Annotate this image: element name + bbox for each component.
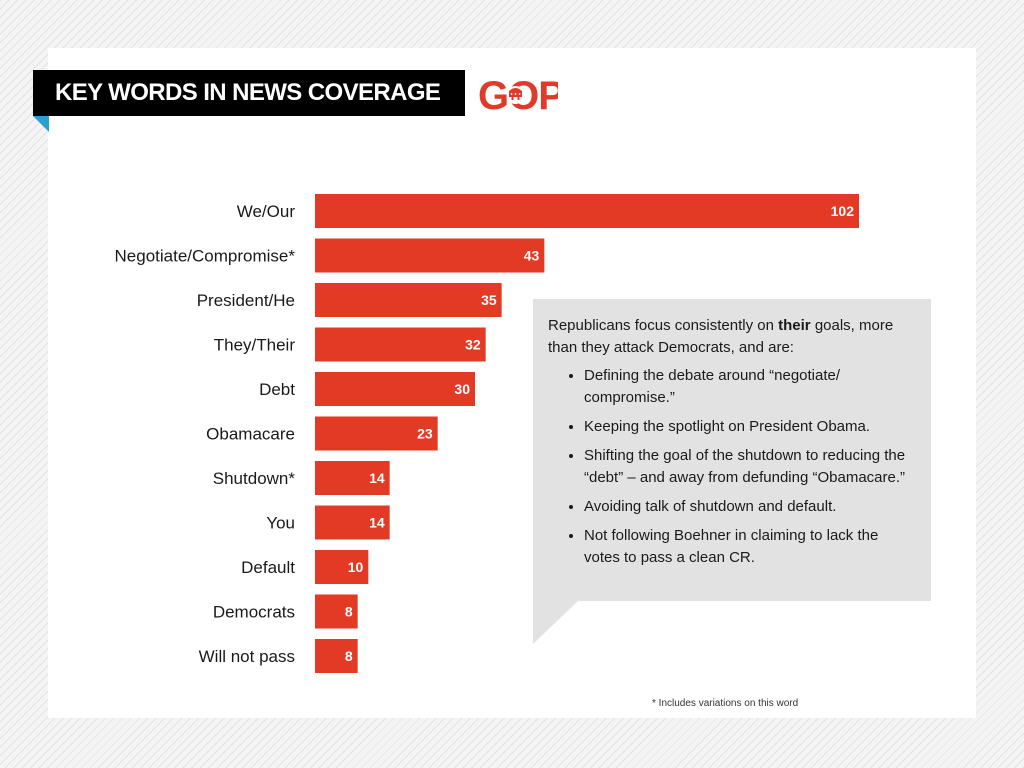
- callout-intro: Republicans focus consistently on their …: [548, 317, 894, 356]
- bar: [315, 283, 502, 317]
- bar: [315, 639, 358, 673]
- category-label: Shutdown*: [213, 469, 296, 488]
- category-label: President/He: [197, 291, 295, 310]
- slide-title: KEY WORDS IN NEWS COVERAGE: [33, 70, 465, 116]
- category-label: They/Their: [214, 336, 296, 355]
- bar-value-label: 32: [465, 337, 481, 353]
- bar: [315, 594, 358, 629]
- bar-value-label: 102: [831, 203, 855, 219]
- bar: [315, 550, 369, 584]
- bar-value-label: 10: [348, 559, 364, 575]
- category-label: Obamacare: [206, 425, 295, 444]
- category-label: You: [266, 514, 295, 533]
- category-label: Democrats: [213, 603, 295, 622]
- callout-bullet: Avoiding talk of shutdown and default.: [584, 496, 911, 518]
- category-label: Will not pass: [199, 647, 295, 666]
- bar-value-label: 8: [345, 604, 353, 620]
- category-label: Debt: [259, 380, 295, 399]
- category-label: We/Our: [237, 202, 296, 221]
- slide-title-text: KEY WORDS IN NEWS COVERAGE: [55, 79, 441, 106]
- callout-bullet: Shifting the goal of the shutdown to red…: [584, 445, 911, 489]
- bar: [315, 238, 545, 273]
- bar-value-label: 23: [417, 426, 433, 442]
- bar: [315, 505, 390, 540]
- callout-bullet: Defining the debate around “negotiate/ c…: [584, 365, 911, 409]
- bar-value-label: 30: [454, 381, 470, 397]
- bar-value-label: 8: [345, 648, 353, 664]
- callout-box: Republicans focus consistently on their …: [533, 299, 931, 601]
- bar-value-label: 14: [369, 470, 385, 486]
- category-label: Negotiate/Compromise*: [115, 247, 296, 266]
- elephant-icon: [506, 86, 525, 104]
- callout-tail: [533, 600, 579, 644]
- bar-value-label: 35: [481, 292, 497, 308]
- callout-bullets: Defining the debate around “negotiate/ c…: [548, 365, 911, 569]
- title-corner-accent: [33, 116, 49, 132]
- bar-value-label: 14: [369, 515, 385, 531]
- category-label: Default: [241, 558, 295, 577]
- gop-logo: GOP: [478, 74, 558, 114]
- bar: [315, 327, 486, 362]
- bar: [315, 416, 438, 451]
- bar-value-label: 43: [524, 248, 540, 264]
- bar: [315, 194, 859, 228]
- bar: [315, 461, 390, 495]
- callout-bullet: Keeping the spotlight on President Obama…: [584, 416, 911, 438]
- bar: [315, 372, 475, 406]
- callout-bullet: Not following Boehner in claiming to lac…: [584, 525, 911, 569]
- footnote: * Includes variations on this word: [652, 698, 799, 709]
